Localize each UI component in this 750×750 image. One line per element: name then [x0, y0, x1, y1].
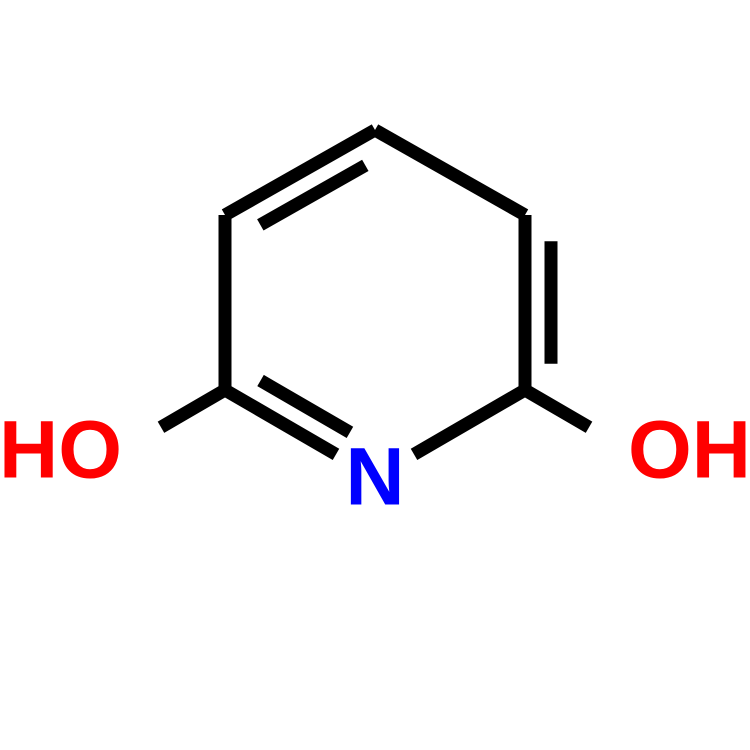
atom-label-n: N	[345, 432, 404, 523]
bond	[414, 390, 525, 454]
bond	[260, 165, 365, 225]
bond	[225, 390, 336, 454]
atom-label-o1: OH	[628, 405, 750, 496]
bond	[375, 130, 525, 215]
atom-label-o2: HO	[0, 405, 122, 496]
bond	[161, 390, 225, 427]
bond	[525, 390, 589, 427]
molecule-diagram: N OH HO	[0, 0, 750, 750]
